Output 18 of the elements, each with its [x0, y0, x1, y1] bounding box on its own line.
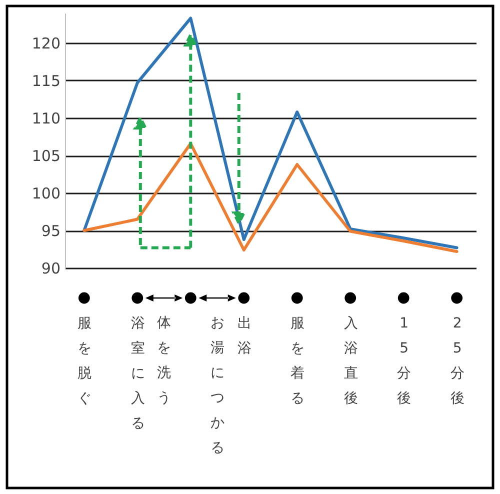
x-tick-label: 25分後 — [450, 316, 464, 406]
y-tick-label: 120 — [32, 34, 60, 52]
y-tick-label: 100 — [32, 184, 60, 202]
text: お湯につかる — [210, 315, 224, 456]
line-series — [82, 142, 458, 253]
y-tick-label: 90 — [41, 260, 60, 278]
y-tick-label: 110 — [32, 110, 60, 128]
x-tick-label: 服を脱ぐ — [78, 316, 92, 406]
x-tick-label: 服を着る — [290, 316, 305, 406]
x-tick-label: 浴室に入る — [130, 316, 145, 432]
x-tick-label: 15分後 — [397, 316, 412, 406]
x-tick-label: 入浴直後 — [344, 316, 358, 406]
y-tick-label: 115 — [32, 72, 60, 90]
line-series — [82, 16, 458, 250]
y-tick-label: 105 — [32, 147, 60, 165]
x-tick-label: 出浴 — [237, 316, 252, 356]
y-tick-label: 95 — [41, 222, 60, 240]
text: 体を洗う — [157, 315, 172, 406]
